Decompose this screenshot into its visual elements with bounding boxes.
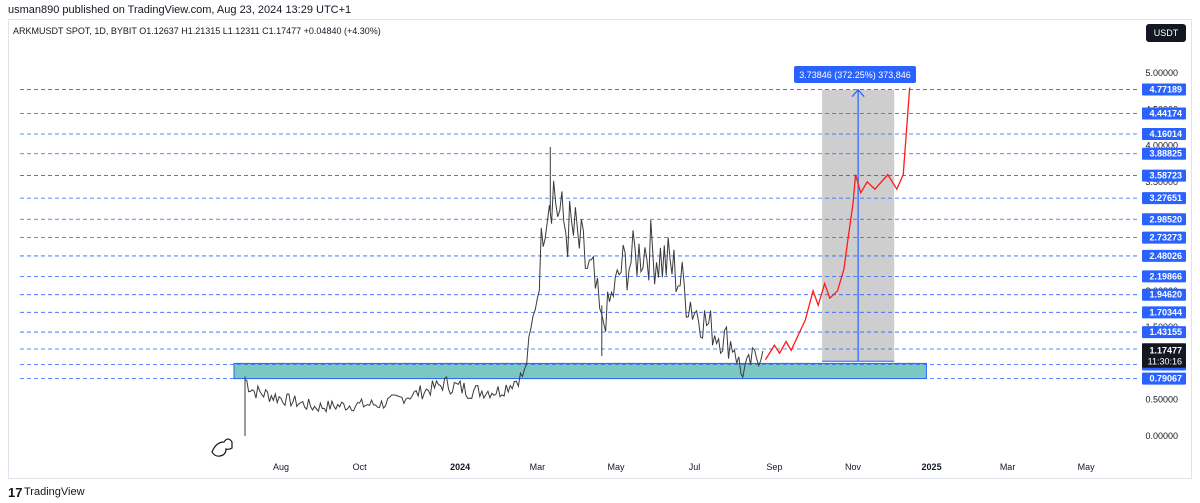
measure-label-bg <box>794 66 916 83</box>
publish-line: usman890 published on TradingView.com, A… <box>8 4 352 16</box>
price-level-label: 3.58723 <box>1149 171 1182 181</box>
price-level-tag <box>1142 169 1186 182</box>
x-tick-label: 2024 <box>450 462 470 472</box>
price-level-tag <box>1142 213 1186 226</box>
publish-header: usman890 published on TradingView.com, A… <box>0 0 1200 19</box>
x-tick-label: Sep <box>766 462 782 472</box>
price-level-label: 3.88825 <box>1149 149 1182 159</box>
y-tick-label: 4.00000 <box>1145 141 1178 151</box>
price-level-label: 1.43155 <box>1149 327 1182 337</box>
price-level-tag <box>1142 231 1186 244</box>
x-tick-label: Aug <box>273 462 289 472</box>
price-level-label: 4.44174 <box>1149 109 1182 119</box>
price-level-tag <box>1142 249 1186 262</box>
x-tick-label: May <box>607 462 625 472</box>
chart-panel[interactable] <box>8 19 1192 479</box>
price-level-tag <box>1142 83 1186 96</box>
currency-button[interactable]: USDT <box>1146 24 1186 42</box>
price-level-tag <box>1142 192 1186 205</box>
symbol-legend: ARKMUSDT SPOT, 1D, BYBIT O1.12637 H1.213… <box>13 26 381 36</box>
price-series <box>244 180 764 414</box>
x-tick-label: Oct <box>353 462 368 472</box>
price-level-tag <box>1142 288 1186 301</box>
price-level-label: 2.19866 <box>1149 271 1182 281</box>
price-level-label: 4.16014 <box>1149 129 1182 139</box>
last-price-label: 1.17477 <box>1149 346 1182 356</box>
price-level-label: 3.27651 <box>1149 193 1182 203</box>
price-level-tag <box>1142 326 1186 339</box>
last-price-tag <box>1142 343 1186 368</box>
x-tick-label: May <box>1078 462 1096 472</box>
footer: 17 TradingView <box>0 481 1200 503</box>
price-chart[interactable]: 5.000004.500004.000003.500003.000002.500… <box>0 0 1200 480</box>
price-level-tag <box>1142 372 1186 385</box>
support-zone <box>233 362 927 380</box>
price-level-tag <box>1142 147 1186 160</box>
dino-icon <box>211 438 233 457</box>
y-tick-label: 3.50000 <box>1145 177 1178 187</box>
price-level-label: 2.98520 <box>1149 214 1182 224</box>
y-tick-label: 0.00000 <box>1145 431 1178 441</box>
price-level-tag <box>1142 107 1186 120</box>
measure-label: 3.73846 (372.25%) 373,846 <box>799 70 911 80</box>
y-tick-label: 0.50000 <box>1145 395 1178 405</box>
projection-path <box>764 87 911 361</box>
price-level-tag <box>1142 306 1186 319</box>
tradingview-brand[interactable]: TradingView <box>24 486 85 498</box>
price-level-tag <box>1142 127 1186 140</box>
tradingview-logo-icon[interactable]: 17 <box>8 485 23 500</box>
price-level-label: 1.94620 <box>1149 290 1182 300</box>
x-tick-label: 2025 <box>922 462 942 472</box>
price-level-label: 4.77189 <box>1149 85 1182 95</box>
x-tick-label: Mar <box>530 462 546 472</box>
price-level-tag <box>1142 270 1186 283</box>
x-tick-label: Jul <box>689 462 701 472</box>
price-level-label: 2.73273 <box>1149 233 1182 243</box>
x-tick-label: Nov <box>845 462 862 472</box>
x-tick-label: Mar <box>1000 462 1016 472</box>
y-tick-label: 5.00000 <box>1145 68 1178 78</box>
measure-arrowhead <box>851 88 865 98</box>
price-level-label: 1.70344 <box>1149 307 1182 317</box>
price-level-label: 0.79067 <box>1149 374 1182 384</box>
price-level-label: 2.48026 <box>1149 251 1182 261</box>
countdown-label: 11:30:16 <box>1148 357 1182 367</box>
